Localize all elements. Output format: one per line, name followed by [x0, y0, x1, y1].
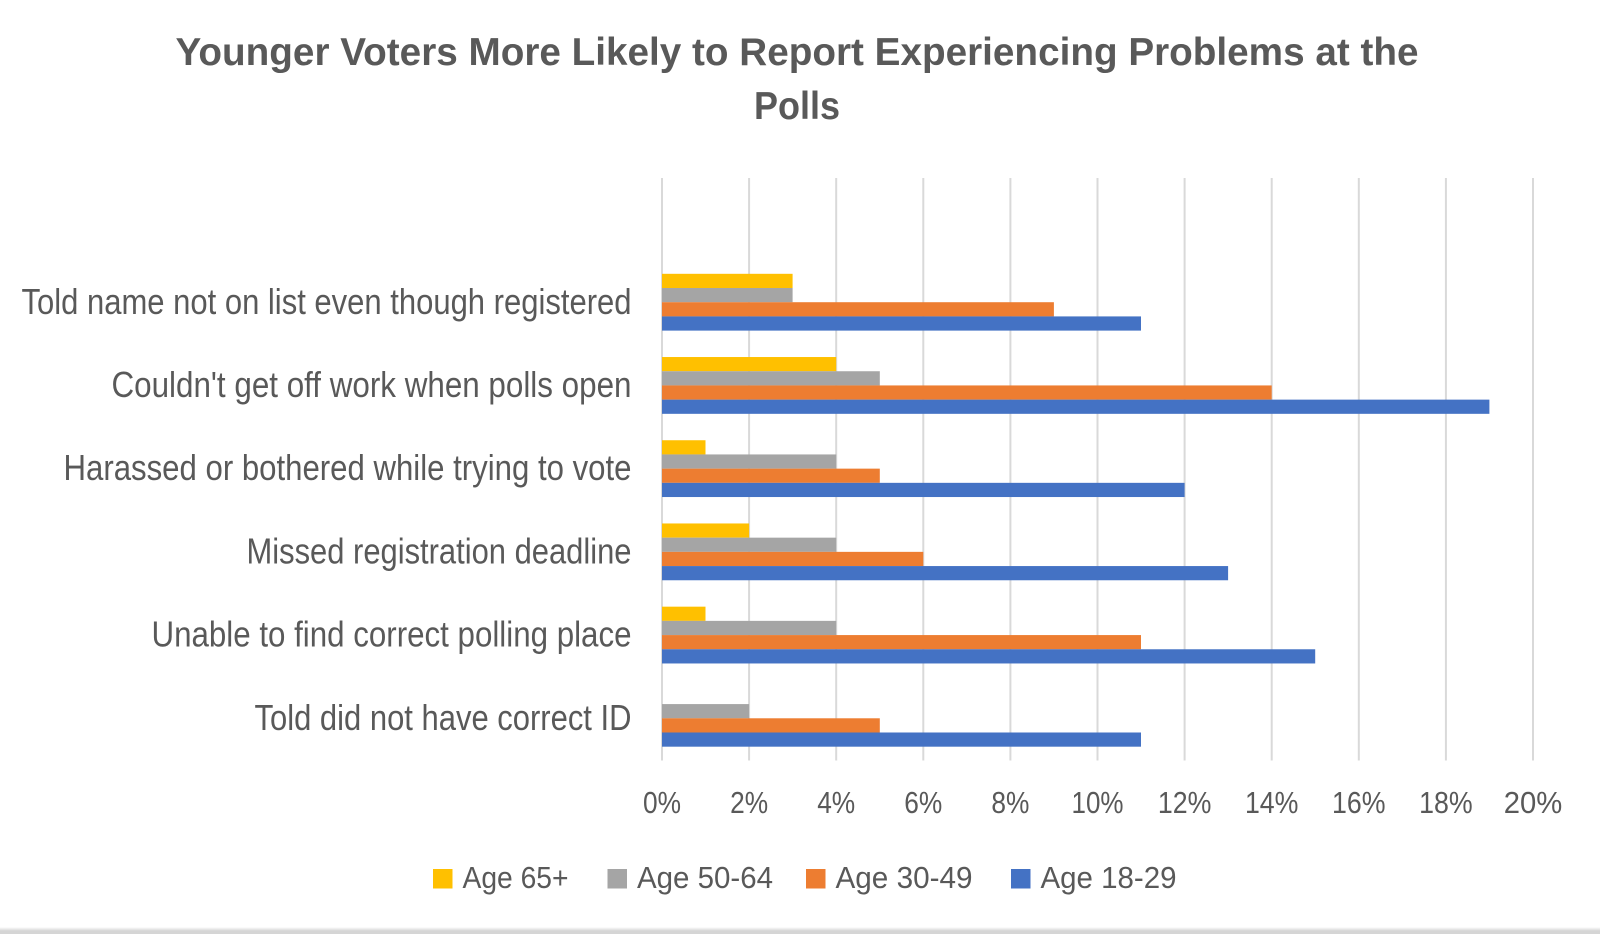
- svg-text:Age 18-29: Age 18-29: [1041, 860, 1177, 895]
- svg-text:20%: 20%: [1504, 785, 1563, 820]
- svg-text:2%: 2%: [730, 785, 768, 820]
- svg-text:6%: 6%: [904, 785, 942, 820]
- svg-text:Age 30-49: Age 30-49: [836, 860, 973, 895]
- svg-text:Age 65+: Age 65+: [463, 860, 569, 895]
- svg-text:0%: 0%: [643, 785, 681, 820]
- svg-text:4%: 4%: [817, 785, 855, 820]
- svg-text:Younger Voters More Likely to: Younger Voters More Likely to Report Exp…: [176, 31, 1419, 74]
- svg-text:Harassed or bothered while try: Harassed or bothered while trying to vot…: [64, 447, 632, 488]
- svg-text:8%: 8%: [991, 785, 1029, 820]
- svg-text:18%: 18%: [1419, 785, 1473, 820]
- svg-text:Polls: Polls: [754, 85, 840, 128]
- svg-text:16%: 16%: [1332, 785, 1386, 820]
- svg-text:12%: 12%: [1158, 785, 1212, 820]
- svg-text:Couldn't get off work when pol: Couldn't get off work when polls open: [112, 364, 632, 405]
- svg-text:Told name not on list even tho: Told name not on list even though regist…: [22, 281, 632, 322]
- svg-text:Told did not have correct ID: Told did not have correct ID: [255, 697, 632, 738]
- svg-text:14%: 14%: [1245, 785, 1299, 820]
- svg-text:Age 50-64: Age 50-64: [637, 860, 773, 895]
- svg-text:Unable to find correct polling: Unable to find correct polling place: [152, 614, 632, 655]
- svg-text:Missed registration deadline: Missed registration deadline: [247, 531, 632, 572]
- svg-text:10%: 10%: [1072, 785, 1124, 820]
